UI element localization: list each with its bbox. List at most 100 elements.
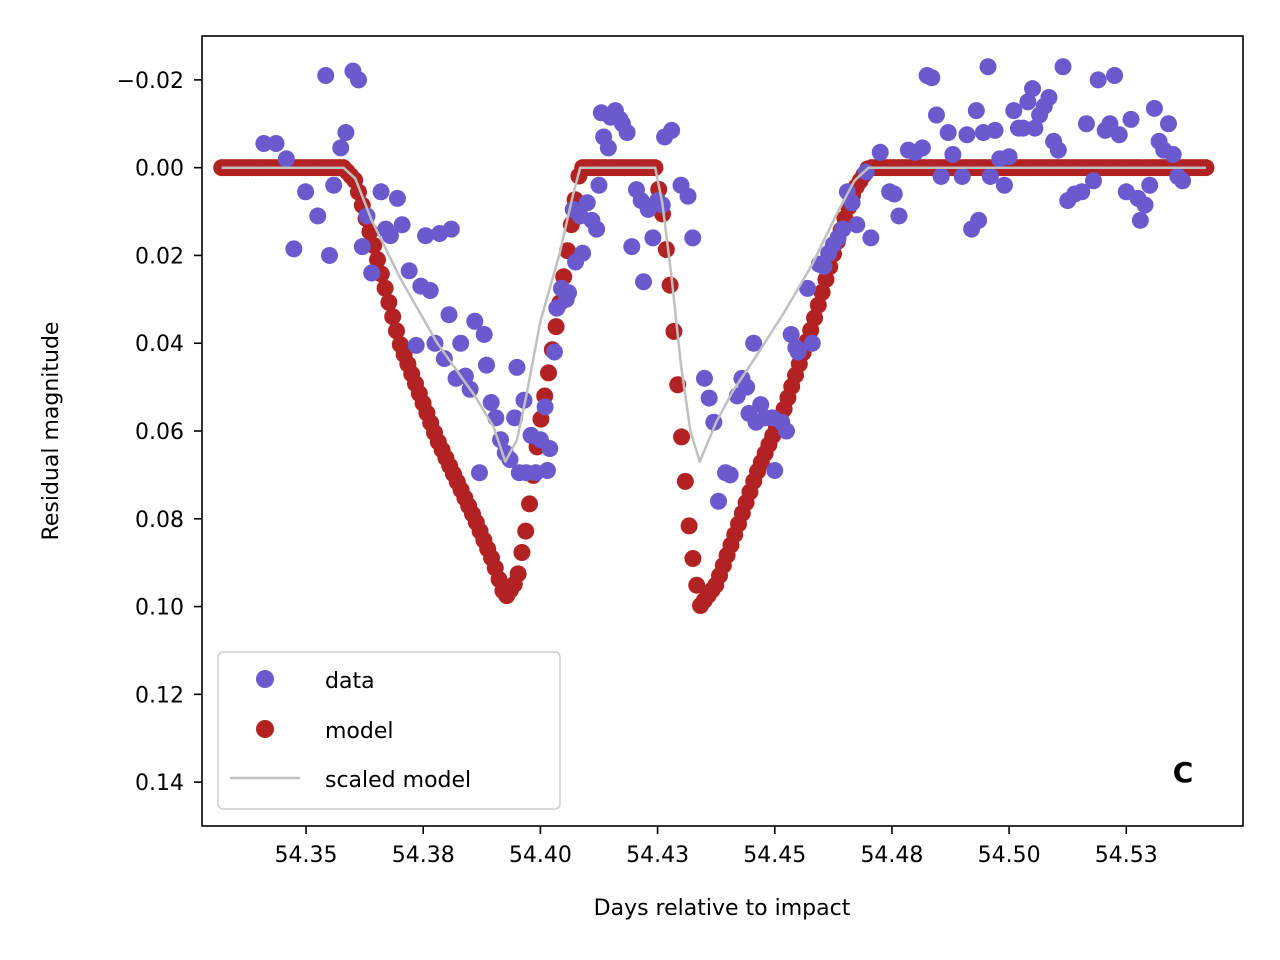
data-point (815, 257, 833, 275)
y-tick-label: 0.00 (135, 157, 184, 182)
x-tick-label: 54.53 (1095, 843, 1158, 868)
data-point (501, 451, 519, 469)
data-point (350, 71, 368, 89)
model-point (547, 318, 565, 336)
model-point (509, 565, 527, 583)
model-point (680, 517, 698, 535)
data-point (885, 185, 903, 203)
y-axis: −0.02 0.00 0.02 0.04 0.06 0.08 0.10 0.12 0.14 (117, 69, 202, 796)
data-point (560, 284, 578, 302)
x-tick-label: 54.43 (626, 843, 689, 868)
model-point (380, 293, 398, 311)
data-point (442, 220, 460, 238)
x-axis: 54.35 54.38 54.40 54.43 54.45 54.48 54.50 54.53 (275, 826, 1158, 868)
data-point (1122, 110, 1140, 128)
data-point (297, 183, 315, 201)
model-point (806, 309, 824, 327)
data-point (927, 106, 945, 124)
data-point (679, 187, 697, 205)
data-point (1141, 176, 1159, 194)
data-point (1005, 102, 1023, 120)
data-point (372, 183, 390, 201)
data-point (635, 273, 653, 291)
legend-box (217, 651, 561, 810)
model-point (368, 251, 386, 269)
legend-model-marker (256, 720, 274, 738)
data-point (487, 409, 505, 427)
data-point (995, 176, 1013, 194)
y-tick-label: 0.02 (135, 244, 184, 269)
data-point (1073, 183, 1091, 201)
data-point (684, 229, 702, 247)
model-point (813, 283, 831, 301)
data-point (407, 336, 425, 354)
scaled-model-line (221, 166, 1206, 463)
model-point (388, 322, 406, 340)
data-point (417, 227, 435, 245)
data-point (332, 139, 350, 157)
data-point (578, 194, 596, 212)
data-point (478, 356, 496, 374)
data-point (255, 135, 273, 153)
x-tick-label: 54.35 (275, 843, 338, 868)
data-point (618, 124, 636, 142)
y-tick-label: 0.08 (135, 508, 184, 533)
data-point (381, 227, 399, 245)
model-point (376, 279, 394, 297)
data-point (789, 343, 807, 361)
data-point (766, 462, 784, 479)
data-point (1026, 119, 1044, 137)
data-point (475, 325, 493, 343)
legend-data-marker (256, 670, 274, 688)
y-tick-label: 0.06 (135, 420, 184, 445)
data-point (710, 492, 728, 510)
data-point (970, 211, 988, 229)
data-point (967, 102, 985, 120)
data-point (421, 282, 439, 300)
data-point (745, 334, 763, 352)
data-point (325, 176, 343, 194)
legend-scaled-model-label: scaled model (325, 768, 471, 793)
data-point (599, 139, 617, 157)
model-point (517, 522, 535, 540)
data-point (1164, 146, 1182, 163)
model-point (817, 271, 835, 289)
model-point (665, 322, 683, 340)
data-point (890, 207, 908, 225)
model-point (809, 296, 827, 314)
data-point (782, 325, 800, 343)
data-point (574, 244, 592, 262)
data-point (799, 279, 817, 297)
data-point (508, 358, 526, 376)
data-point (1019, 93, 1037, 111)
data-point (482, 393, 500, 411)
data-point (309, 207, 327, 225)
model-point (661, 276, 679, 294)
data-point (958, 126, 976, 144)
legend-model-label: model (325, 719, 394, 744)
data-point (363, 264, 381, 282)
legend: data model scaled model (217, 651, 561, 810)
data-point (803, 334, 821, 352)
data-point (944, 146, 962, 163)
data-point (1110, 126, 1128, 144)
panel-annotation: C (1173, 756, 1194, 789)
data-point (1145, 99, 1163, 117)
data-point (1174, 172, 1192, 190)
scaled-model-series (221, 166, 1206, 463)
model-point (540, 364, 558, 382)
data-point (1040, 88, 1058, 106)
y-tick-label: 0.10 (135, 596, 184, 621)
data-point (1089, 71, 1107, 89)
y-axis-label: Residual magnitude (39, 322, 64, 541)
y-tick-label: 0.04 (135, 332, 184, 357)
data-point (538, 462, 556, 479)
y-tick-label: 0.12 (135, 683, 184, 708)
model-point (657, 241, 675, 259)
data-point (435, 350, 453, 368)
model-point (384, 308, 402, 326)
data-point (1000, 148, 1018, 166)
data-point (277, 150, 295, 168)
data-point (1159, 115, 1177, 133)
